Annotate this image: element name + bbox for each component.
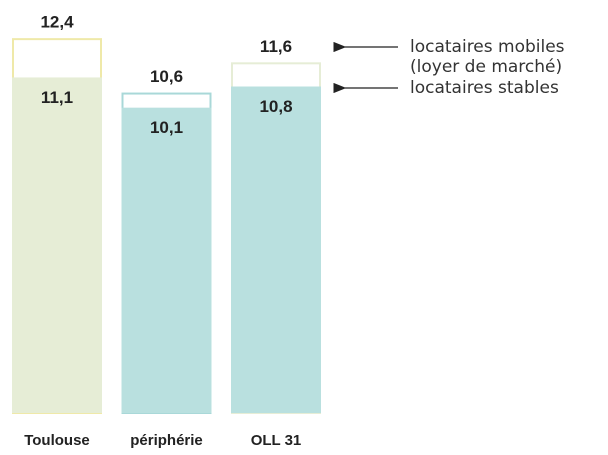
x-tick-label: périphérie (130, 432, 203, 449)
value-label: 11,1 (41, 88, 73, 107)
bar-stable (121, 107, 212, 414)
bar-stable (12, 77, 102, 413)
x-tick-label: Toulouse (24, 432, 90, 449)
value-label: 10,6 (150, 67, 183, 86)
legend-entry: locataires stables (410, 78, 559, 98)
bar-stable (231, 86, 321, 413)
value-label: 10,1 (150, 118, 183, 137)
x-tick-label: OLL 31 (251, 432, 302, 449)
value-label: 12,4 (40, 13, 74, 32)
value-label: 11,6 (260, 37, 292, 56)
value-label: 10,8 (259, 97, 292, 116)
legend-entry: locataires mobiles (loyer de marché) (410, 37, 565, 77)
